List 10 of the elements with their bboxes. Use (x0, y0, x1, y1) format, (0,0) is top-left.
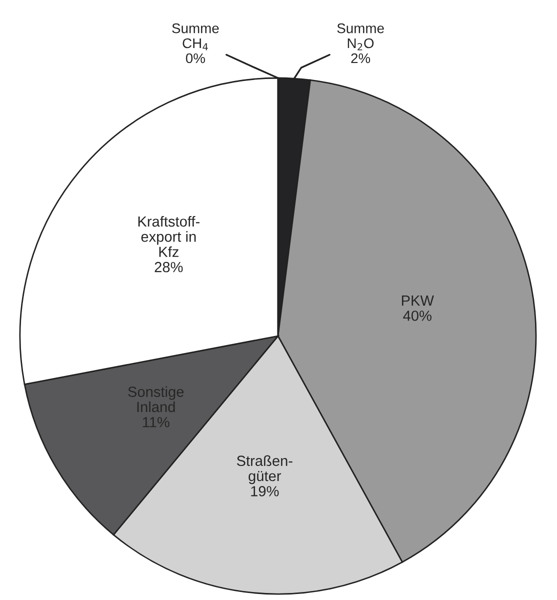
slice-label: Straßen- güter (236, 455, 292, 484)
data-label: 19% (251, 486, 279, 496)
data-label: 28% (154, 262, 183, 272)
slice-label: Summe N$_{2}$O (337, 23, 384, 50)
slice-label: Kraftstoff- export in Kfz (138, 216, 200, 257)
data-label: 40% (403, 310, 432, 321)
data-label: 2% (351, 53, 370, 64)
slice-label: PKW (402, 296, 434, 306)
category-label: Summe CH$_{4}$ (172, 23, 219, 50)
text: 0% (186, 53, 205, 64)
